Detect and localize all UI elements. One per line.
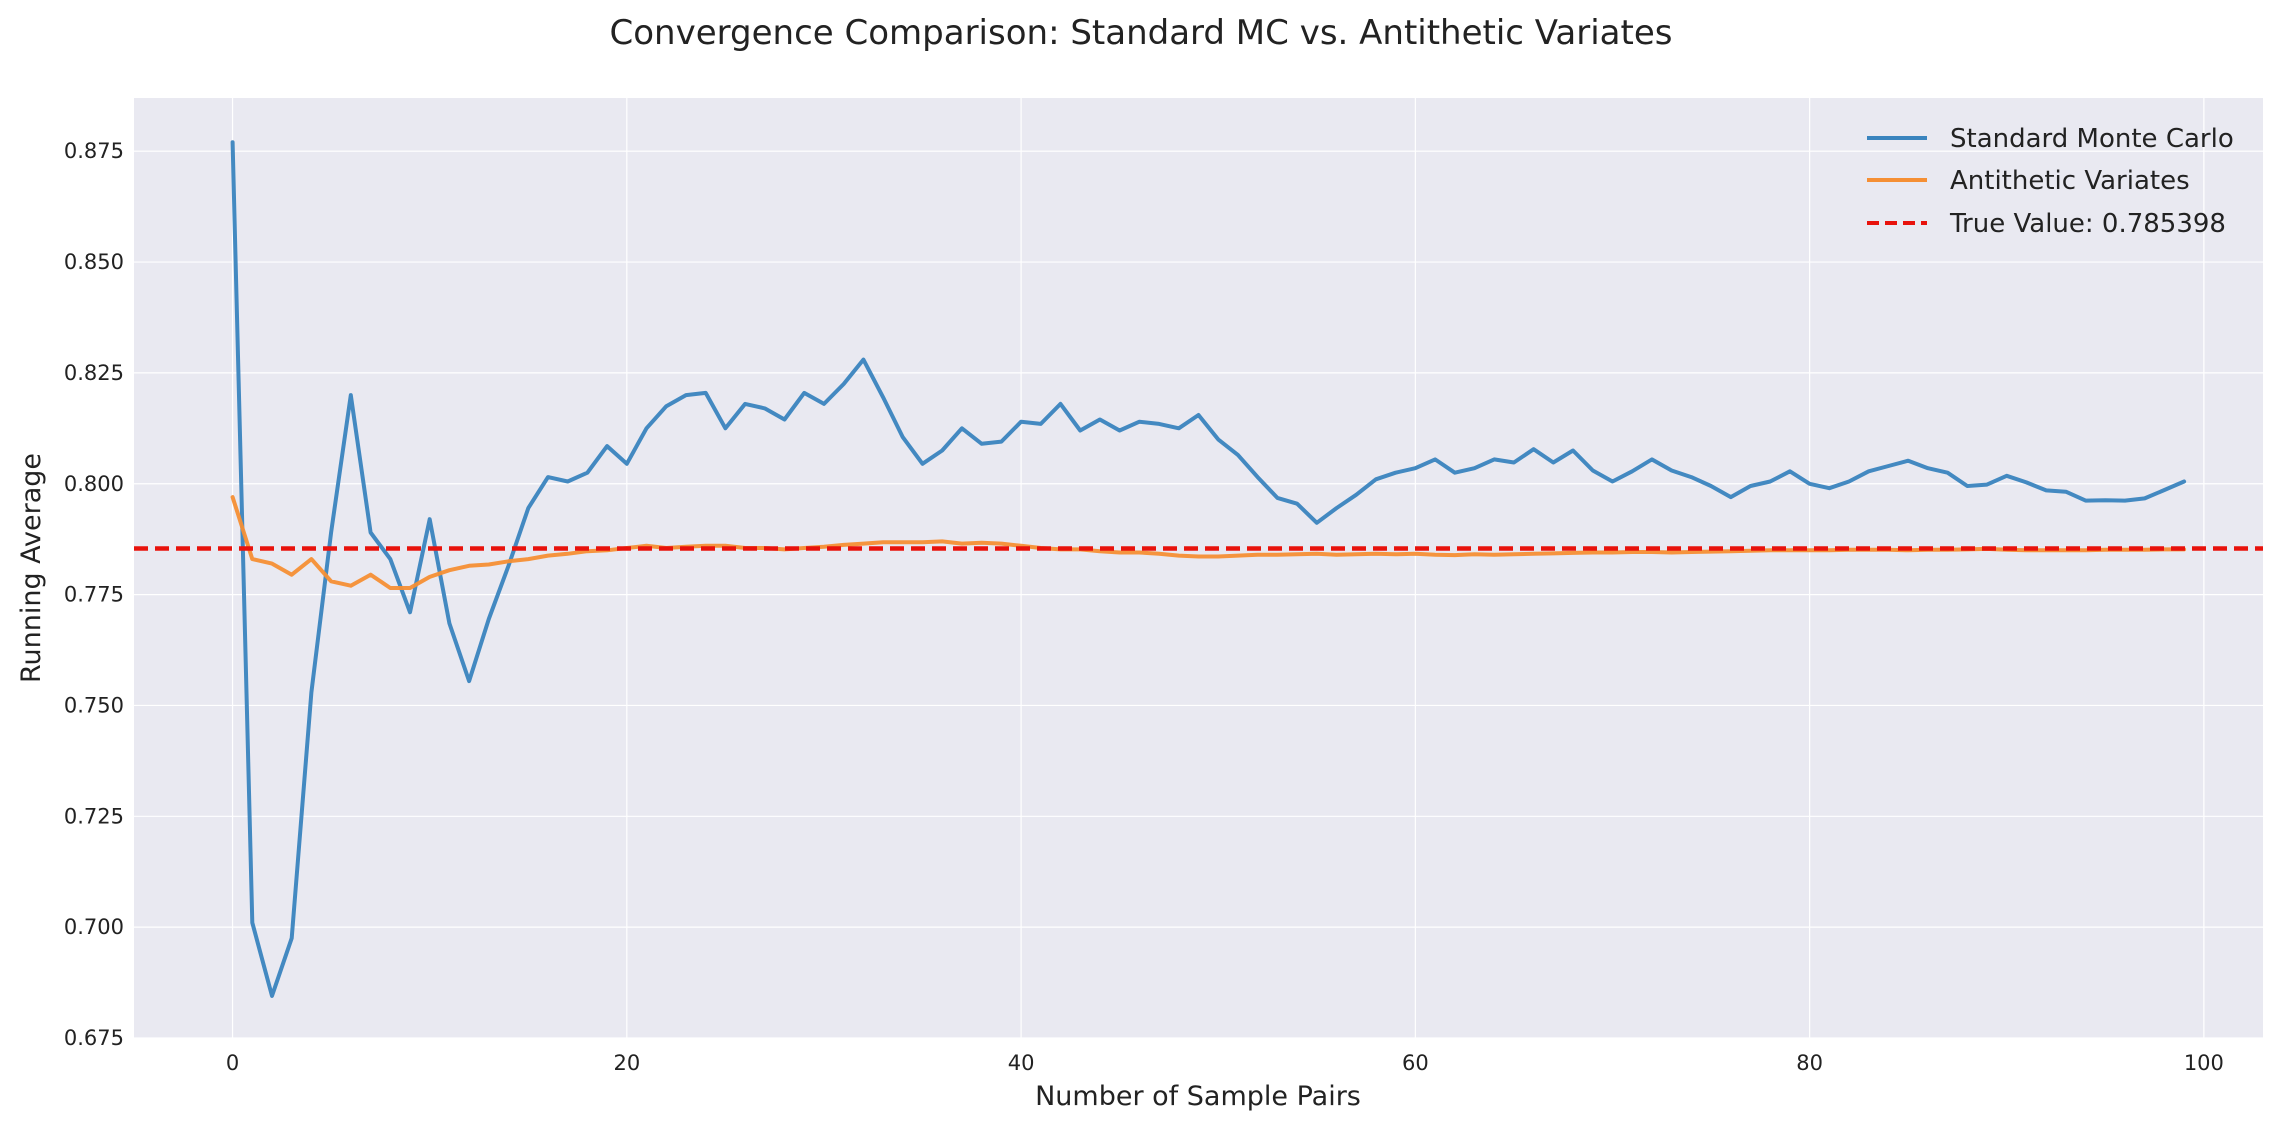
x-tick-label: 20 [613,1051,640,1075]
y-axis-ticks: 0.675 0.700 0.725 0.750 0.775 0.800 0.825 0.850… [64,139,124,1050]
x-tick-label: 0 [226,1051,239,1075]
x-tick-label: 80 [1796,1051,1823,1075]
x-tick-label: 40 [1008,1051,1035,1075]
y-tick-label: 0.725 [64,804,124,828]
x-axis-ticks: 0 20 40 60 80 100 [226,1051,2224,1075]
grid [134,98,2263,1039]
y-tick-label: 0.800 [64,472,124,496]
y-axis-label: Running Average [16,453,47,683]
x-tick-label: 100 [2184,1051,2224,1075]
y-tick-label: 0.700 [64,915,124,939]
y-tick-label: 0.675 [64,1026,124,1050]
legend-label-true-value: True Value: 0.785398 [1949,209,2226,239]
series-line-standard-mc [230,140,2187,998]
legend-label-antithetic: Antithetic Variates [1950,166,2190,196]
y-tick-label: 0.850 [64,250,124,274]
x-axis-label: Number of Sample Pairs [1035,1081,1361,1112]
legend: Standard Monte Carlo Antithetic Variates… [1867,124,2234,239]
y-tick-label: 0.750 [64,693,124,717]
y-tick-label: 0.775 [64,583,124,607]
y-tick-label: 0.825 [64,361,124,385]
legend-label-standard-mc: Standard Monte Carlo [1950,124,2234,154]
x-tick-label: 60 [1402,1051,1429,1075]
y-tick-label: 0.875 [64,139,124,163]
chart-title: Convergence Comparison: Standard MC vs. … [610,13,1673,53]
plot-area [134,98,2263,1038]
